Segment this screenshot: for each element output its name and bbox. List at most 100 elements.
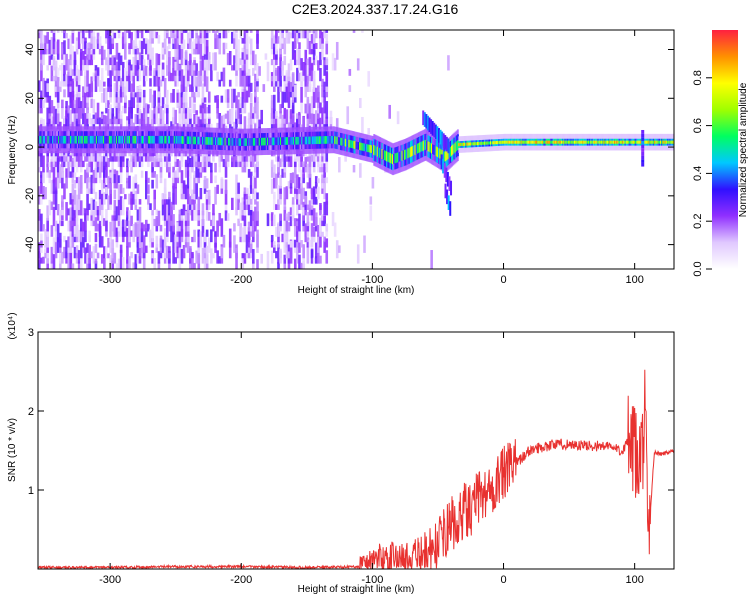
spectrogram-noise-cell: [46, 65, 49, 70]
spectrogram-noise-cell: [114, 190, 117, 200]
spectrogram-noise-cell: [359, 98, 362, 108]
snr-frame: [38, 332, 674, 569]
spectrogram-noise-cell: [273, 192, 276, 199]
spectrogram-noise-cell: [229, 229, 232, 248]
spectrogram-noise-cell: [221, 218, 224, 237]
spectrogram-noise-cell: [114, 33, 117, 39]
spectrogram-noise-cell: [179, 264, 182, 269]
spectrogram-y-tick-label: -40: [24, 237, 36, 253]
spectrogram-noise-cell: [187, 236, 190, 242]
spectrogram-noise-cell: [93, 99, 96, 113]
spectrogram-noise-cell: [286, 233, 289, 243]
spectrogram-noise-cell: [168, 252, 171, 258]
spectrogram-noise-cell: [208, 52, 211, 60]
spectrogram-noise-cell: [206, 19, 209, 38]
spectrogram-noise-cell: [271, 235, 274, 242]
spectrogram-noise-cell: [430, 250, 433, 269]
spectrogram-noise-cell: [325, 224, 328, 232]
spectrogram-noise-cell: [265, 53, 268, 59]
spectrogram-noise-cell: [191, 29, 194, 38]
spectrogram-noise-cell: [300, 87, 303, 103]
spectrogram-noise-cell: [139, 199, 142, 205]
spectrogram-noise-cell: [325, 57, 328, 65]
spectrogram-noise-cell: [155, 236, 158, 248]
spectrogram-noise-cell: [204, 97, 207, 102]
spectrogram-noise-cell: [237, 183, 240, 194]
spectrogram-noise-cell: [65, 33, 68, 38]
spectrogram-noise-cell: [447, 55, 450, 70]
spectrogram-noise-cell: [325, 34, 328, 44]
spectrogram-noise-cell: [338, 157, 341, 172]
spectrogram-noise-cell: [336, 42, 339, 60]
spectrogram-noise-cell: [208, 212, 211, 221]
spectrogram-noise-cell: [359, 163, 362, 178]
spectrogram-noise-cell: [246, 21, 249, 33]
spectrogram-noise-cell: [172, 89, 175, 103]
spectrogram-noise-cell: [353, 18, 356, 33]
spectrogram-noise-cell: [122, 198, 125, 215]
spectrogram-y-tick-label: -20: [24, 188, 36, 204]
spectrogram-noise-cell: [105, 209, 108, 221]
spectrogram-x-tick-label: 100: [625, 274, 643, 286]
spectrogram-noise-cell: [147, 195, 150, 204]
spectrogram-noise-cell: [153, 190, 156, 200]
spectrogram-noise-cell: [166, 237, 169, 243]
spectrogram-noise-cell: [212, 204, 215, 215]
spectrogram-noise-cell: [124, 24, 127, 43]
spectrogram-noise-cell: [208, 190, 211, 199]
spectrogram-noise-cell: [315, 23, 318, 38]
spectrogram-noise-cell: [109, 182, 112, 194]
spectrogram-noise-cell: [153, 91, 156, 98]
spectrogram-noise-cell: [101, 68, 104, 81]
snr-y-tick-label: 2: [28, 406, 34, 418]
spectrogram-noise-cell: [218, 33, 221, 38]
spectrogram-noise-cell: [357, 58, 360, 70]
spectrogram-noise-cell: [370, 196, 373, 204]
spectrogram-noise-cell: [235, 22, 238, 33]
spectrogram-noise-cell: [319, 236, 322, 248]
spectrogram-noise-cell: [158, 65, 161, 76]
spectrogram-noise-cell: [84, 231, 87, 243]
snr-axes: -300 -200 -100 0 100123: [28, 327, 674, 586]
spectrogram-noise-cell: [143, 59, 146, 65]
spectrogram-noise-cell: [105, 220, 108, 231]
spectrogram-transient: [641, 159, 644, 163]
spectrogram-noise-cell: [367, 71, 370, 86]
spectrogram-noise-cell: [101, 236, 104, 247]
spectrogram-noise-cell: [63, 40, 66, 54]
snr-multiplier: (x10⁴): [7, 312, 18, 339]
spectrogram-noise-cell: [135, 174, 138, 183]
spectrogram-noise-cell: [237, 92, 240, 97]
spectrogram-noise-cell: [82, 161, 85, 167]
spectrogram-noise-cell: [42, 156, 45, 173]
spectrogram-noise-cell: [218, 21, 221, 33]
spectrogram-noise-cell: [273, 214, 276, 226]
spectrogram-noise-cell: [263, 84, 266, 92]
spectrogram-noise-cell: [283, 264, 286, 269]
spectrogram-noise-cell: [147, 184, 150, 193]
spectrogram-noise-cell: [250, 199, 253, 205]
spectrogram-noise-cell: [273, 241, 276, 247]
spectrogram-transient: [449, 201, 451, 216]
colorbar-gradient: [712, 30, 738, 269]
spectrogram-noise-cell: [361, 117, 364, 135]
spectrogram-noise-cell: [252, 249, 255, 264]
spectrogram-noise-cell: [149, 203, 152, 210]
spectrogram-noise-cell: [97, 67, 100, 76]
colorbar-tick-label: 0.6: [692, 118, 704, 133]
spectrogram-noise-cell: [149, 78, 152, 86]
spectrogram-noise-cell: [218, 36, 221, 54]
spectrogram-noise-cell: [80, 183, 83, 189]
spectrogram-noise-cell: [128, 60, 131, 65]
spectrogram-noise-cell: [349, 69, 352, 76]
spectrogram-noise-cell: [325, 250, 328, 263]
spectrogram-noise-cell: [349, 85, 352, 92]
spectrogram-noise-cell: [130, 252, 133, 258]
spectrogram-noise-cell: [61, 100, 64, 108]
spectrogram-noise-cell: [319, 203, 322, 210]
spectrogram-x-tick-label: -300: [99, 274, 121, 286]
spectrogram-noise-cell: [248, 69, 251, 76]
spectrogram-y-tick-label: 40: [24, 43, 36, 55]
spectrogram-transient: [641, 148, 644, 152]
spectrogram-noise-cell: [183, 205, 186, 210]
